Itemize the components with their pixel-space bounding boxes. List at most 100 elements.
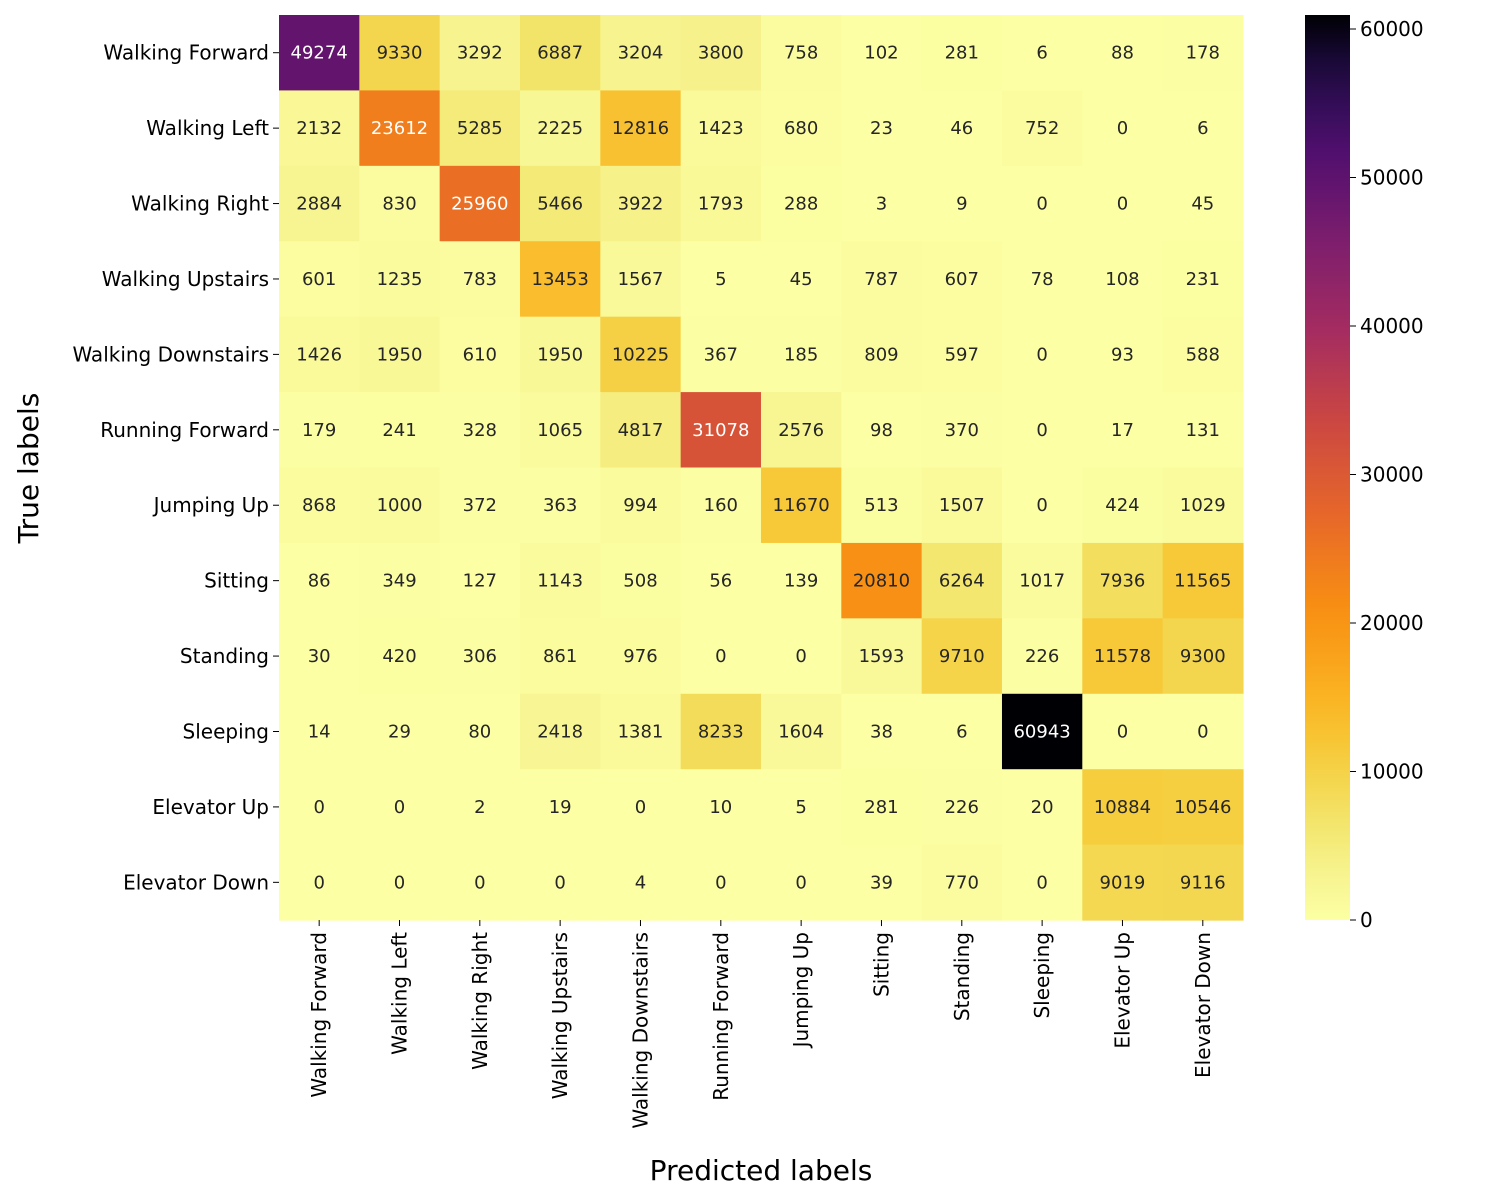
heatmap-cell: [600, 241, 682, 318]
cell-value-label: 8233: [698, 721, 744, 742]
cell-value-label: 513: [864, 495, 898, 516]
cell-value-label: 102: [864, 43, 898, 64]
heatmap-cell: [841, 241, 923, 318]
heatmap-cell: [1162, 241, 1244, 318]
heatmap-cell: [600, 15, 682, 92]
cell-value-label: 0: [1117, 721, 1128, 742]
cell-value-label: 9710: [939, 646, 985, 667]
cell-value-label: 108: [1105, 269, 1139, 290]
cell-value-label: 131: [1186, 420, 1220, 441]
x-tick-walking-upstairs: Walking Upstairs: [548, 932, 572, 1099]
heatmap-cell: [680, 392, 762, 469]
heatmap-cell: [359, 693, 441, 770]
y-tick-sleeping: Sleeping: [183, 719, 269, 743]
x-tick-standing: Standing: [950, 932, 974, 1021]
cell-value-label: 17: [1111, 420, 1134, 441]
colorbar-tick-label: 20000: [1360, 611, 1424, 635]
cell-value-label: 770: [945, 872, 979, 893]
heatmap-cell: [279, 542, 360, 619]
cell-value-label: 281: [945, 43, 979, 64]
cell-value-label: 127: [463, 571, 497, 592]
heatmap-cell: [760, 241, 842, 318]
cell-value-label: 1793: [698, 194, 744, 215]
colorbar-tick-label: 50000: [1360, 166, 1424, 190]
heatmap-cell: [519, 844, 601, 921]
cell-value-label: 281: [864, 797, 898, 818]
colorbar-tick-label: 60000: [1360, 17, 1424, 41]
heatmap-cell: [1001, 467, 1083, 544]
heatmap-cell: [1162, 15, 1244, 92]
cell-value-label: 60943: [1013, 721, 1070, 742]
heatmap-cell: [1082, 165, 1164, 242]
cell-value-label: 830: [382, 194, 416, 215]
cell-value-label: 370: [945, 420, 979, 441]
heatmap-cell: [1162, 316, 1244, 393]
y-tick-jumping-up: Jumping Up: [152, 493, 269, 517]
cell-value-label: 1950: [537, 344, 583, 365]
heatmap-cell: [359, 316, 441, 393]
heatmap-cell: [921, 844, 1003, 921]
cell-value-label: 11565: [1174, 571, 1231, 592]
cell-value-label: 0: [1036, 194, 1047, 215]
heatmap-cell: [921, 618, 1003, 695]
cell-value-label: 787: [864, 269, 898, 290]
cell-value-label: 78: [1031, 269, 1054, 290]
heatmap-cell: [359, 15, 441, 92]
cell-value-label: 5285: [457, 118, 503, 139]
heatmap-cell: [359, 769, 441, 846]
heatmap-cell: [359, 844, 441, 921]
cell-value-label: 868: [302, 495, 336, 516]
heatmap-cells: [279, 15, 1244, 921]
heatmap-cell: [760, 467, 842, 544]
heatmap-cell: [279, 392, 360, 469]
heatmap-cell: [1162, 693, 1244, 770]
heatmap-cell: [439, 165, 521, 242]
heatmap-cell: [439, 618, 521, 695]
cell-value-label: 3292: [457, 43, 503, 64]
cell-value-label: 0: [1036, 872, 1047, 893]
cell-value-label: 6: [1197, 118, 1208, 139]
heatmap-cell: [1001, 844, 1083, 921]
heatmap-cell: [439, 769, 521, 846]
heatmap-cell: [921, 542, 1003, 619]
cell-value-label: 19: [549, 797, 572, 818]
cell-value-label: 1593: [859, 646, 905, 667]
heatmap-cell: [680, 316, 762, 393]
colorbar: 0 10000 20000 30000 40000 50000 60000: [1305, 15, 1424, 932]
cell-value-label: 23: [870, 118, 893, 139]
heatmap-cell: [921, 241, 1003, 318]
cell-value-label: 680: [784, 118, 818, 139]
cell-value-label: 0: [1117, 194, 1128, 215]
cell-value-label: 241: [382, 420, 416, 441]
heatmap-cell: [279, 241, 360, 318]
heatmap-cell: [600, 693, 682, 770]
heatmap-cell: [1001, 618, 1083, 695]
heatmap-cell: [1082, 392, 1164, 469]
heatmap-cell: [439, 693, 521, 770]
cell-value-label: 783: [463, 269, 497, 290]
cell-value-label: 758: [784, 43, 818, 64]
heatmap-cell: [1001, 693, 1083, 770]
heatmap-cell: [1162, 542, 1244, 619]
cell-value-label: 6887: [537, 43, 583, 64]
cell-value-label: 601: [302, 269, 336, 290]
cell-value-label: 178: [1186, 43, 1220, 64]
cell-value-label: 306: [463, 646, 497, 667]
heatmap-cell: [1082, 769, 1164, 846]
heatmap-cell: [921, 392, 1003, 469]
cell-value-label: 38: [870, 721, 893, 742]
y-tick-standing: Standing: [180, 644, 269, 668]
heatmap-cell: [1162, 769, 1244, 846]
cell-value-label: 86: [308, 571, 331, 592]
cell-value-label: 10: [709, 797, 732, 818]
heatmap-cell: [1162, 844, 1244, 921]
heatmap-cell: [1082, 316, 1164, 393]
heatmap-cell: [439, 316, 521, 393]
heatmap-cell: [600, 844, 682, 921]
heatmap-cell: [1082, 467, 1164, 544]
cell-value-label: 2576: [778, 420, 824, 441]
heatmap-cell: [279, 769, 360, 846]
heatmap-cell: [921, 693, 1003, 770]
heatmap-cell: [680, 693, 762, 770]
heatmap-cell: [1001, 316, 1083, 393]
